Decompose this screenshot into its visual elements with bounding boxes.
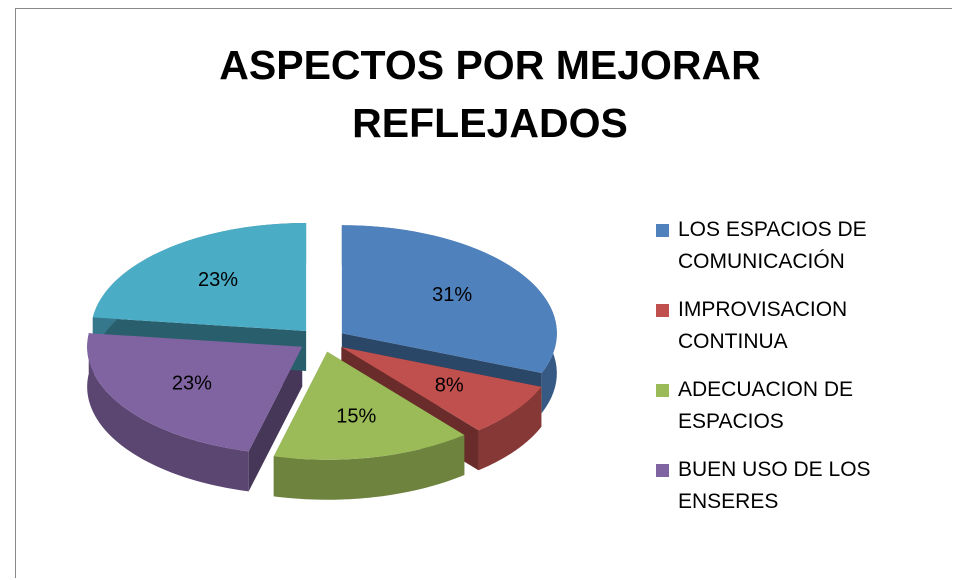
data-label: 23% [172, 373, 212, 395]
legend-swatch [656, 464, 669, 477]
slice-side [273, 434, 465, 500]
legend-label: IMPROVISACION CONTINUA [678, 298, 848, 353]
legend-swatch [656, 384, 669, 397]
legend-label: ADECUACION DE ESPACIOS [678, 378, 854, 433]
legend-label: BUEN USO DE LOS ENSERES [678, 458, 871, 513]
chart-title: ASPECTOS POR MEJORAR REFLEJADOS [219, 42, 761, 146]
pie-slice [341, 347, 542, 431]
legend-swatch [656, 304, 669, 317]
data-label: 8% [435, 375, 464, 397]
pie-slice [87, 333, 303, 452]
slice-side [87, 333, 249, 492]
chart-frame [15, 8, 952, 578]
pie-slice [273, 351, 465, 460]
slice-side [478, 386, 542, 471]
legend-label: LOS ESPACIOS DE COMUNICACIÓN [678, 218, 867, 273]
pie-slice [92, 222, 307, 331]
data-label: 23% [198, 269, 238, 291]
pie-slice [341, 225, 557, 373]
data-label: 15% [336, 405, 376, 427]
data-label: 31% [432, 284, 472, 306]
legend-swatch [656, 224, 669, 237]
